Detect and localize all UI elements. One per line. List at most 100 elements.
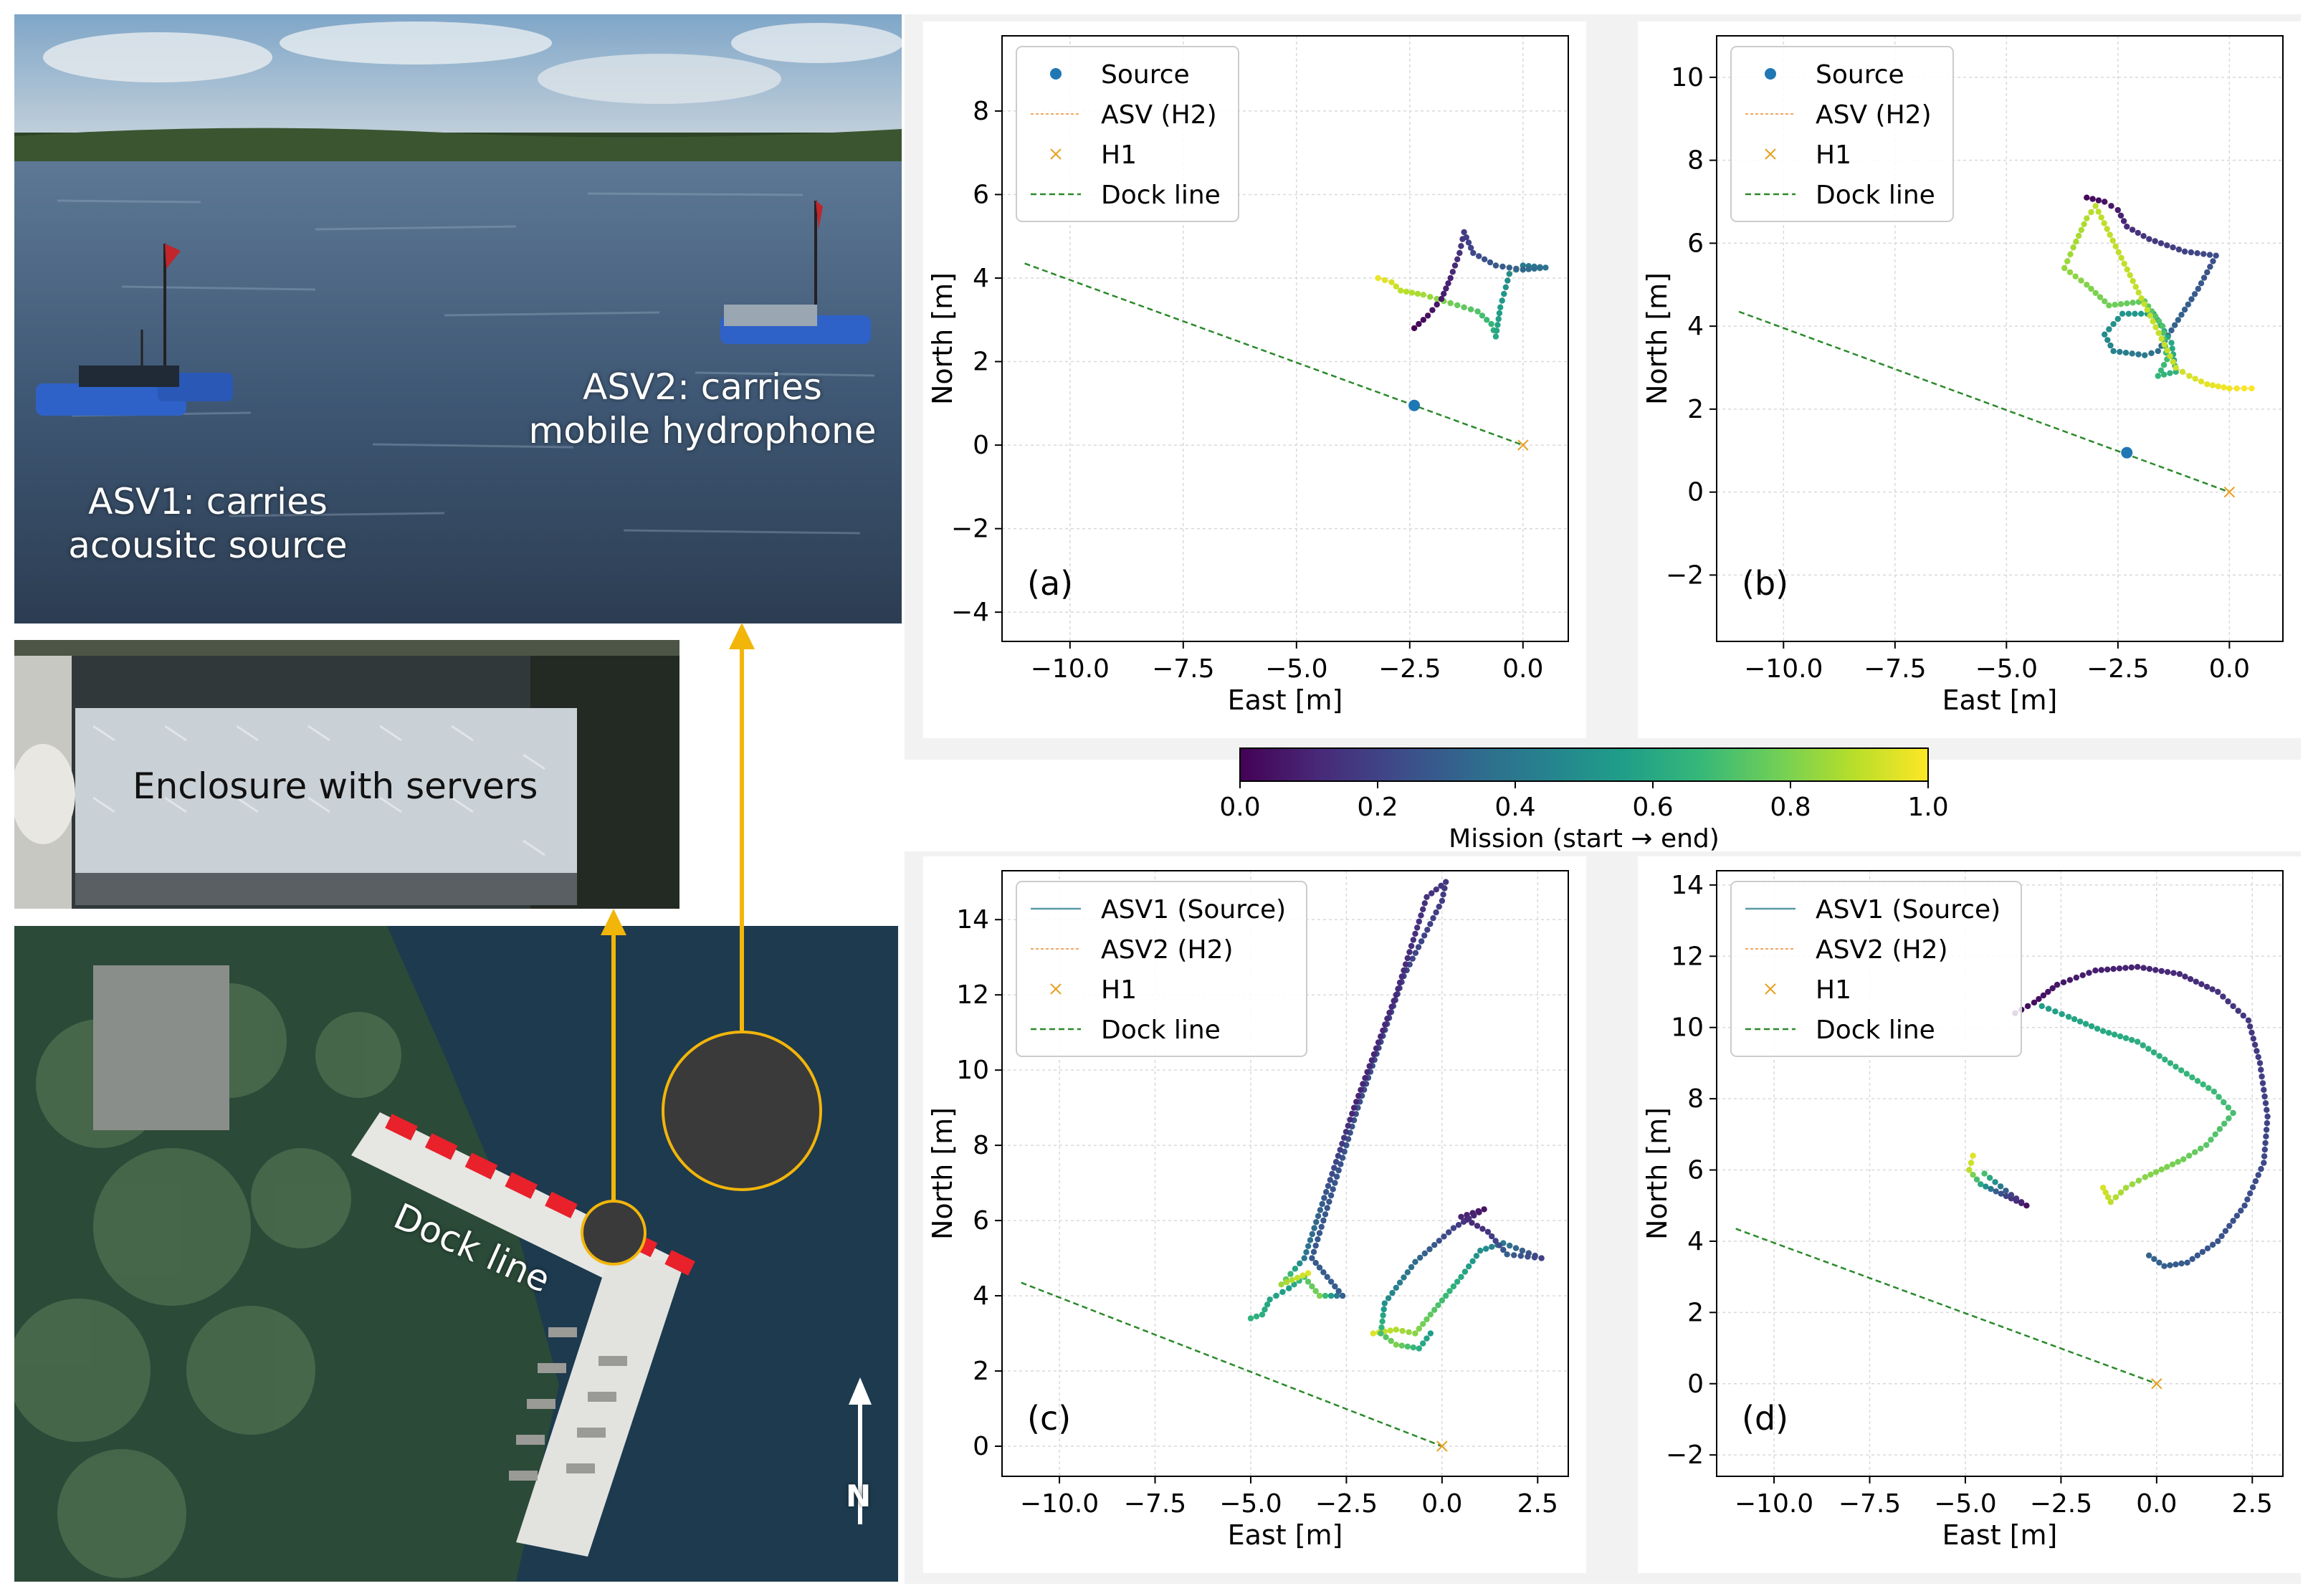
trajectory-point [2258, 1165, 2264, 1172]
trajectory-point [1426, 1246, 1433, 1253]
y-tick-label: 4 [1687, 312, 1704, 341]
trajectory-point [2159, 322, 2166, 330]
trajectory-point [1492, 1238, 1499, 1244]
trajectory-point [1458, 1213, 1464, 1220]
legend-marker-source [1765, 68, 1776, 80]
trajectory-point [2247, 1190, 2254, 1197]
trajectory-point [1378, 1330, 1384, 1337]
trajectory-point [2245, 1017, 2252, 1023]
trajectory-point [1450, 1225, 1457, 1231]
trajectory-point [1391, 998, 1397, 1004]
trajectory-point [2127, 272, 2133, 279]
y-tick-label: 2 [973, 348, 989, 377]
trajectory-point [2225, 998, 2231, 1005]
trajectory-point [1439, 1297, 1446, 1304]
trajectory-point [1417, 1254, 1423, 1261]
trajectory-point [1966, 1167, 1973, 1173]
trajectory-point [2036, 995, 2042, 1003]
legend-label: ASV2 (H2) [1101, 935, 1234, 965]
trajectory-point [1333, 1292, 1340, 1299]
trajectory-point [1451, 262, 1459, 269]
y-tick-label: 0 [1687, 478, 1704, 507]
asv1-boat [36, 244, 233, 416]
panel-label: (d) [1742, 1399, 1788, 1438]
y-tick-label: 10 [956, 1056, 989, 1085]
trajectory-point [1383, 1334, 1389, 1340]
trajectory-point [1488, 320, 1494, 328]
trajectory-point [2230, 1003, 2236, 1010]
trajectory-point [2206, 252, 2213, 258]
trajectory-point [1415, 944, 1422, 950]
trajectory-point [2249, 1184, 2256, 1190]
trajectory-point [1321, 1195, 1327, 1201]
x-axis-label: East [m] [1228, 684, 1343, 716]
asv2-boat [720, 201, 871, 344]
trajectory-point [1427, 1311, 1434, 1318]
trajectory-point [2169, 1161, 2176, 1167]
trajectory-point [1496, 310, 1503, 317]
trajectory-point [1507, 1242, 1513, 1249]
trajectory-point [2264, 1120, 2271, 1127]
trajectory-point [2081, 221, 2087, 227]
trajectory-point [2145, 1252, 2152, 1259]
trajectory-point [1420, 292, 1426, 298]
trajectory-point [2148, 350, 2155, 356]
trajectory-point [2168, 327, 2175, 334]
trajectory-point [1315, 1213, 1322, 1219]
legend-marker-h1 [1050, 148, 1062, 160]
dock-line [1735, 1228, 2157, 1385]
trajectory-point [2164, 242, 2170, 249]
trajectory-point [2152, 967, 2159, 973]
trajectory-point [1542, 264, 1549, 271]
trajectory-point [2170, 970, 2177, 976]
trajectory-point [2003, 1193, 2010, 1200]
trajectory-point [1388, 1003, 1395, 1010]
trajectory-point [2031, 999, 2038, 1006]
trajectory-point [2188, 296, 2195, 302]
trajectory-point [2255, 1172, 2261, 1178]
trajectory-point [2097, 294, 2104, 300]
trajectory-point [2152, 324, 2159, 330]
trajectory-point [2120, 218, 2127, 224]
trajectory-point [2167, 353, 2173, 360]
trajectory-point [2210, 258, 2216, 264]
trajectory-point [1469, 1220, 1475, 1226]
trajectory-point [1431, 1306, 1438, 1313]
satellite-photo-drawing [14, 926, 898, 1582]
y-tick-label: 6 [1687, 229, 1704, 258]
x-tick-label: 0.0 [1502, 654, 1543, 684]
x-tick-label: 2.5 [1517, 1489, 1558, 1519]
trajectory-point [1327, 1192, 1335, 1199]
trajectory-point [2084, 282, 2090, 288]
legend-marker-h1 [1765, 148, 1776, 160]
trajectory-point [1416, 918, 1422, 925]
trajectory-point [2111, 1031, 2118, 1038]
panel-label: (a) [1027, 564, 1073, 603]
trajectory-point [2221, 1099, 2227, 1106]
trajectory-point [1502, 284, 1509, 290]
trajectory-point [2115, 249, 2122, 255]
trajectory-point [1416, 320, 1422, 328]
trajectory-point [2045, 1005, 2052, 1012]
trajectory-point [2158, 967, 2165, 975]
trajectory-point [1373, 1045, 1380, 1051]
colorbar: 0.0 0.2 0.4 0.6 0.8 1.0 Mission (start → end) [1219, 747, 1949, 853]
trajectory-point [1460, 1218, 1467, 1225]
trajectory-point [2181, 306, 2188, 313]
trajectory-point [2145, 1046, 2152, 1052]
trajectory-point [1427, 1330, 1434, 1337]
trajectory-point [2183, 1071, 2190, 1077]
colorbar-tick-label: 0.8 [1770, 793, 1811, 822]
trajectory-point [2156, 1053, 2162, 1059]
trajectory-point [2198, 981, 2205, 988]
trajectory-point [1316, 1292, 1323, 1299]
trajectory-point [1318, 1223, 1325, 1231]
trajectory-point [1368, 1057, 1375, 1064]
trajectory-point [2059, 1010, 2065, 1018]
trajectory-point [2186, 373, 2193, 379]
trajectory-point [1382, 1021, 1388, 1028]
enclosure-photo-drawing [14, 640, 679, 909]
legend-label: Source [1816, 60, 1904, 90]
y-tick-label: 0 [1687, 1370, 1704, 1399]
trajectory-point [2079, 972, 2086, 978]
